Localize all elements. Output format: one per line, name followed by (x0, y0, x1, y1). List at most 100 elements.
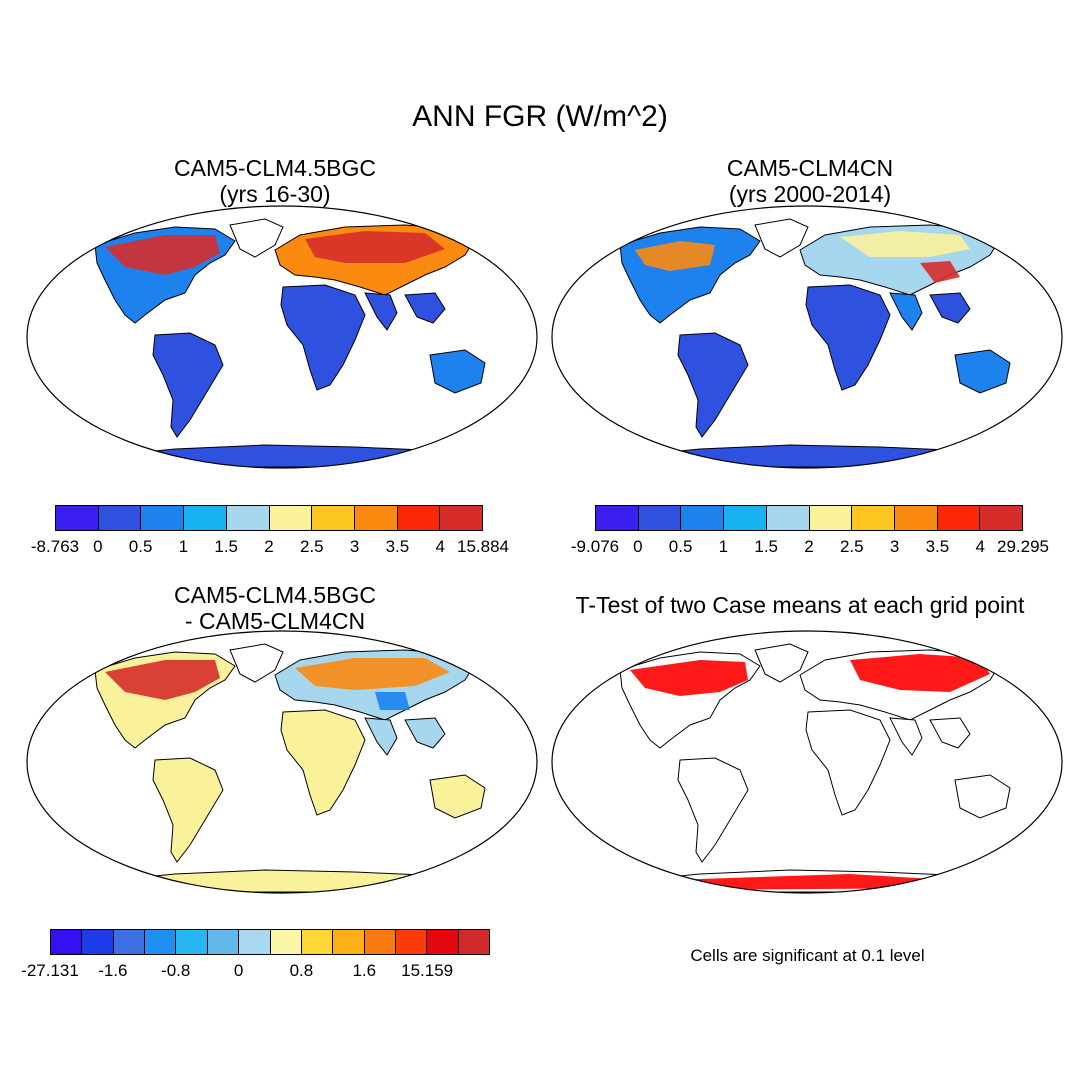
colorbar-swatch (596, 506, 639, 530)
landmass-india (889, 292, 923, 331)
colorbar-tick-label: 1.5 (214, 537, 239, 556)
colorbar-swatch (980, 506, 1023, 530)
colorbar-tick-label: 1.6 (352, 961, 377, 980)
colorbar-tick-label: 1 (718, 537, 729, 556)
colorbar-2-swatches (595, 505, 1023, 531)
colorbar-tick-label: -0.8 (161, 961, 191, 980)
landmass-africa (280, 284, 366, 391)
landmass-seasia (404, 717, 446, 749)
colorbar-tick-label: 0.8 (289, 961, 314, 980)
panel1-title: CAM5-CLM4.5BGC (yrs 16-30) (140, 155, 410, 207)
colorbar-tick-label: 2 (804, 537, 814, 556)
landmass-india (889, 717, 923, 756)
panel3-title-line1: CAM5-CLM4.5BGC (174, 582, 376, 608)
landmass-seasia (929, 717, 971, 749)
colorbar-1: -8.763 0 0.5 1 1.5 2 2.5 3 3.5 4 15.884 (31, 505, 509, 559)
figure-title: ANN FGR (W/m^2) (412, 100, 668, 133)
anomaly-region (305, 231, 445, 263)
anomaly-region (295, 658, 450, 690)
panel4-title: T-Test of two Case means at each grid po… (575, 592, 1025, 618)
landmass-sa (677, 757, 749, 863)
colorbar-swatch (681, 506, 725, 530)
significance-note: Cells are significant at 0.1 level (690, 946, 925, 965)
colorbar-swatch (852, 506, 895, 530)
colorbar-1-labels: -8.763 0 0.5 1 1.5 2 2.5 3 3.5 4 15.884 (31, 537, 509, 559)
colorbar-swatch (427, 930, 459, 954)
anomaly-region (840, 231, 970, 257)
colorbar-tick-label: 15.159 (401, 961, 454, 980)
colorbar-1-swatches (55, 505, 483, 531)
colorbar-tick-label: 1.5 (754, 537, 779, 556)
landmass-seasia (404, 292, 446, 324)
anomaly-region (375, 692, 410, 710)
colorbar-swatch (184, 506, 227, 530)
colorbar-tick-label: -8.763 (30, 537, 80, 556)
panel2-title-line1: CAM5-CLM4CN (726, 155, 894, 181)
colorbar-swatch (937, 506, 981, 530)
colorbar-3-swatches (50, 929, 490, 955)
map-panel2 (551, 205, 1063, 469)
landmass-africa (280, 709, 366, 816)
landmass-sa (152, 757, 224, 863)
colorbar-tick-label: 2.5 (299, 537, 324, 556)
colorbar-tick-label: 1 (178, 537, 189, 556)
colorbar-tick-label: -1.6 (98, 961, 128, 980)
colorbar-swatch (207, 930, 240, 954)
panel2-title: CAM5-CLM4CN (yrs 2000-2014) (675, 155, 945, 207)
colorbar-swatch (333, 930, 365, 954)
colorbar-tick-label: -9.076 (570, 537, 620, 556)
colorbar-swatch (145, 930, 177, 954)
map-panel4 (551, 630, 1063, 894)
landmass-sa (677, 332, 749, 438)
colorbar-swatch (51, 930, 83, 954)
colorbar-tick-label: 3.5 (385, 537, 410, 556)
colorbar-swatch (724, 506, 767, 530)
colorbar-tick-label: 3.5 (925, 537, 950, 556)
colorbar-swatch (440, 506, 483, 530)
anomaly-region (105, 235, 220, 275)
panel3-title-line2: - CAM5-CLM4CN (184, 608, 366, 634)
map-boundary (551, 205, 1063, 469)
panel2-title-line2: (yrs 2000-2014) (728, 181, 892, 207)
colorbar-swatch (809, 506, 853, 530)
colorbar-swatch (56, 506, 99, 530)
colorbar-swatch (638, 506, 682, 530)
colorbar-tick-label: -27.131 (21, 961, 79, 980)
landmass-seasia (929, 292, 971, 324)
colorbar-tick-label: 0.5 (128, 537, 153, 556)
colorbar-tick-label: 4 (975, 537, 985, 556)
colorbar-swatch (397, 506, 441, 530)
colorbar-swatch (395, 930, 428, 954)
landmass-greenland (229, 643, 284, 683)
anomaly-region (850, 654, 990, 692)
colorbar-tick-label: 0 (93, 537, 103, 556)
map-boundary (26, 205, 538, 469)
colorbar-3-labels: -27.131 -1.6 -0.8 0 0.8 1.6 15.159 (21, 961, 490, 983)
anomaly-region (630, 660, 748, 696)
landmass-greenland (754, 643, 809, 683)
anomaly-region (920, 261, 960, 283)
landmass-greenland (229, 218, 284, 258)
landmass-ant (114, 869, 466, 893)
landmass-na (619, 226, 761, 324)
colorbar-swatch (766, 506, 810, 530)
colorbar-swatch (269, 506, 313, 530)
landmass-africa (805, 284, 891, 391)
colorbar-tick-label: 15.884 (457, 537, 509, 556)
landmass-aus (429, 774, 486, 819)
colorbar-tick-label: 0 (633, 537, 643, 556)
colorbar-tick-label: 3 (349, 537, 360, 556)
colorbar-swatch (301, 930, 334, 954)
panel1-title-line2: (yrs 16-30) (219, 181, 331, 207)
landmass-sa (152, 332, 224, 438)
colorbar-tick-label: 0.5 (668, 537, 693, 556)
colorbar-tick-label: 2.5 (839, 537, 864, 556)
landmass-ant (114, 444, 466, 468)
landmass-ant (639, 444, 991, 468)
landmass-africa (805, 709, 891, 816)
landmass-india (364, 292, 398, 331)
colorbar-tick-label: 0 (233, 961, 244, 980)
colorbar-swatch (239, 930, 271, 954)
landmass-aus (429, 349, 486, 394)
colorbar-tick-label: 4 (435, 537, 445, 556)
